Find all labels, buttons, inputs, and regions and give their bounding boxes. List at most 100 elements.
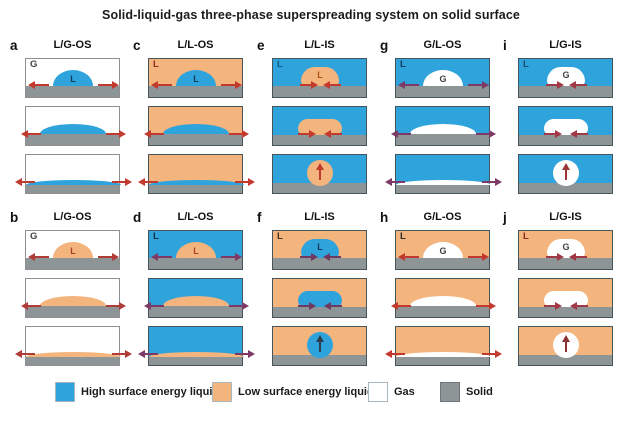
panel-f: f L/L-IS L L — [257, 210, 369, 368]
panel-a: a L/G-OS G L — [10, 38, 132, 196]
arrow-right-icon — [98, 253, 119, 261]
arrow-head — [482, 81, 489, 89]
panel-title: G/L-OS — [423, 39, 462, 51]
solid-surface — [149, 185, 242, 193]
solid-surface — [149, 86, 242, 97]
arrow-head — [385, 350, 392, 358]
arrow-left-icon — [15, 178, 35, 186]
arrow-right-icon — [235, 350, 255, 358]
arrow-right-icon — [546, 253, 564, 261]
legend-swatch-low_surface_energy_liquid — [212, 382, 232, 402]
arrow-head — [385, 178, 392, 186]
panel-b-stage-3 — [15, 326, 132, 366]
solid-surface — [149, 258, 242, 269]
droplet — [410, 296, 476, 306]
arrow-head — [125, 178, 132, 186]
arrow-left-icon — [391, 130, 411, 138]
droplet-phase-label: G — [562, 70, 570, 80]
background-phase-label: G — [30, 59, 38, 70]
panel-f-stage-2 — [272, 278, 367, 318]
panel-d-stage-3 — [138, 326, 255, 366]
solid-surface — [273, 355, 366, 365]
arrow-right-icon — [229, 302, 249, 310]
arrow-right-icon — [300, 81, 318, 89]
figure-title: Solid-liquid-gas three-phase superspread… — [102, 8, 520, 22]
background-phase-label: L — [153, 231, 159, 242]
solid-surface — [519, 355, 612, 365]
panel-title: L/G-OS — [53, 39, 92, 51]
arrow-head — [21, 302, 28, 310]
panel-a-stage-3 — [15, 154, 132, 194]
spread-film — [396, 352, 491, 357]
arrow-left-icon — [385, 350, 405, 358]
panel-j-stage-2 — [518, 278, 613, 318]
legend-swatch-solid — [440, 382, 460, 402]
legend-label: Low surface energy liquid — [238, 386, 374, 398]
panel-h-stage-2 — [391, 278, 496, 318]
arrow-left-icon — [21, 130, 41, 138]
arrow-head — [557, 253, 564, 261]
background-phase-label: L — [400, 59, 406, 70]
legend-label: Solid — [466, 386, 493, 398]
panel-letter: j — [503, 210, 507, 225]
droplet-phase-label: G — [439, 246, 447, 256]
droplet — [410, 124, 476, 134]
droplet — [53, 242, 93, 258]
droplet-phase-label: L — [193, 246, 199, 256]
legend-swatch-high_surface_energy_liquid — [55, 382, 75, 402]
solid-surface — [26, 258, 119, 269]
panel-title: L/G-OS — [53, 211, 92, 223]
panel-g-stage-3 — [385, 154, 502, 194]
arrow-right-icon — [482, 350, 502, 358]
panel-letter: c — [133, 38, 141, 53]
arrow-head — [144, 130, 151, 138]
spread-film — [26, 180, 121, 185]
arrow-left-icon — [569, 81, 587, 89]
panel-c-stage-2 — [144, 106, 249, 146]
arrow-head — [21, 130, 28, 138]
arrow-right-icon — [300, 253, 318, 261]
arrow-left-icon — [144, 130, 164, 138]
arrow-head — [570, 130, 577, 138]
solid-surface — [519, 258, 612, 269]
droplet — [176, 242, 216, 258]
arrow-right-icon — [106, 302, 126, 310]
legend-label: High surface energy liquid — [81, 386, 220, 398]
droplet-phase-label: L — [70, 74, 76, 84]
panel-i-stage-3 — [518, 154, 613, 194]
droplet-phase-label: L — [70, 246, 76, 256]
panel-b: b L/G-OS G L — [10, 210, 132, 368]
droplet-phase-label: L — [317, 70, 323, 80]
arrow-right-icon — [546, 81, 564, 89]
arrow-head — [489, 130, 496, 138]
legend-swatch-gas — [368, 382, 388, 402]
solid-surface — [149, 134, 242, 145]
panel-j-stage-3 — [518, 326, 613, 366]
panel-letter: f — [257, 210, 262, 225]
droplet — [163, 124, 229, 134]
arrow-right-icon — [298, 302, 316, 310]
arrow-head — [482, 253, 489, 261]
panel-title: L/G-IS — [549, 211, 582, 223]
arrow-left-icon — [138, 178, 158, 186]
arrow-right-icon — [476, 302, 496, 310]
arrow-head — [316, 163, 324, 170]
arrow-head — [323, 81, 330, 89]
background-phase-label: L — [523, 59, 529, 70]
droplet-phase-label: L — [317, 242, 323, 252]
panel-f-stage-3 — [272, 326, 367, 366]
solid-surface — [273, 183, 366, 193]
droplet — [163, 296, 229, 306]
arrow-head — [557, 81, 564, 89]
solid-surface — [149, 357, 242, 365]
arrow-head — [151, 81, 158, 89]
arrow-head — [324, 302, 331, 310]
arrow-up-icon — [316, 335, 324, 352]
arrow-up-icon — [562, 163, 570, 180]
